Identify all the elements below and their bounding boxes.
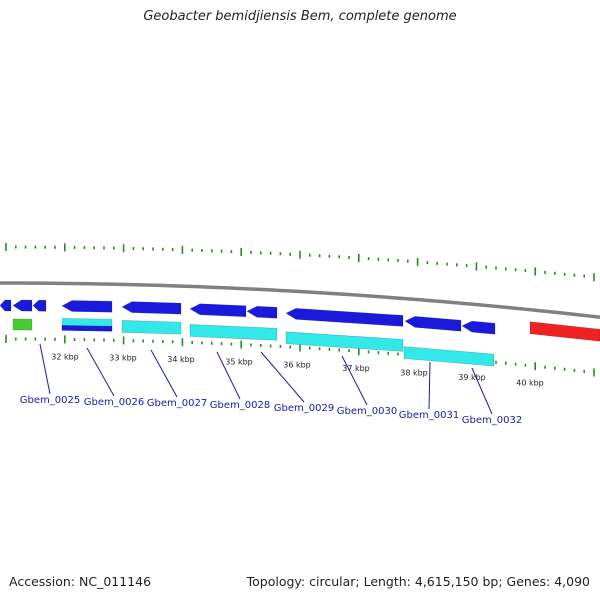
- gene-arrow[interactable]: [61, 300, 113, 313]
- scale-tick-label: 34 kbp: [167, 355, 195, 364]
- scale-tick-label: 40 kbp: [516, 379, 544, 388]
- scale-tick-label: 36 kbp: [283, 360, 311, 369]
- gene-arrow[interactable]: [404, 316, 462, 332]
- gene-arrow[interactable]: [61, 325, 113, 332]
- gene-arrow[interactable]: [121, 301, 182, 315]
- gene-arrow[interactable]: [189, 303, 247, 318]
- gene-arrow[interactable]: [285, 308, 404, 327]
- genome-backbone: [0, 281, 600, 319]
- gene-label[interactable]: Gbem_0032: [462, 415, 522, 426]
- bottom-scale-ticks: [5, 335, 595, 377]
- scale-tick-label: 35 kbp: [225, 357, 253, 366]
- gene-arrow[interactable]: [32, 299, 47, 312]
- highlight-feature[interactable]: [529, 321, 600, 342]
- genome-title: Geobacter bemidjiensis Bem, complete gen…: [143, 9, 457, 24]
- gene-leader-line: [39, 343, 51, 395]
- gene-leader-line: [216, 351, 241, 400]
- gene-label[interactable]: Gbem_0030: [337, 406, 397, 417]
- gene-leader-line: [150, 349, 178, 398]
- rna-feature[interactable]: [12, 318, 33, 331]
- cds-feature[interactable]: [403, 346, 495, 367]
- gene-label[interactable]: Gbem_0029: [274, 403, 334, 414]
- top-scale-ticks: [5, 243, 595, 282]
- feature-track[interactable]: [0, 299, 600, 367]
- cds-feature[interactable]: [121, 320, 182, 335]
- scale-tick-labels: 32 kbp 33 kbp 34 kbp 35 kbp 36 kbp 37 kbp 38 k…: [51, 352, 544, 387]
- cds-feature[interactable]: [189, 324, 278, 341]
- accession-text: Accession: NC_011146: [9, 574, 152, 589]
- backbone-line: [0, 281, 600, 319]
- gene-arrow[interactable]: [246, 305, 278, 319]
- scale-tick-label: 37 kbp: [342, 364, 370, 373]
- gene-leader-line: [86, 347, 115, 397]
- gene-label[interactable]: Gbem_0026: [84, 397, 144, 408]
- gene-leader-line: [260, 351, 305, 403]
- gene-leader-line: [471, 367, 493, 415]
- gene-labels[interactable]: Gbem_0025 Gbem_0026 Gbem_0027 Gbem_0028 Gbem…: [20, 343, 522, 426]
- scale-tick-label: 38 kbp: [400, 368, 428, 377]
- scale-tick-label: 33 kbp: [109, 353, 137, 362]
- gene-label[interactable]: Gbem_0025: [20, 395, 80, 406]
- scale-tick-label: 39 kbp: [458, 373, 486, 382]
- gene-label[interactable]: Gbem_0027: [147, 398, 207, 409]
- cds-feature[interactable]: [285, 331, 404, 352]
- gene-arrow[interactable]: [12, 299, 33, 312]
- gene-arrow[interactable]: [461, 320, 496, 335]
- gene-label[interactable]: Gbem_0031: [399, 410, 459, 421]
- gene-leader-line: [341, 355, 368, 406]
- gene-arrow[interactable]: [0, 299, 12, 312]
- gene-leader-line: [428, 361, 431, 410]
- scale-tick-label: 32 kbp: [51, 352, 79, 361]
- genome-summary-text: Topology: circular; Length: 4,615,150 bp…: [246, 574, 590, 589]
- gene-label[interactable]: Gbem_0028: [210, 400, 270, 411]
